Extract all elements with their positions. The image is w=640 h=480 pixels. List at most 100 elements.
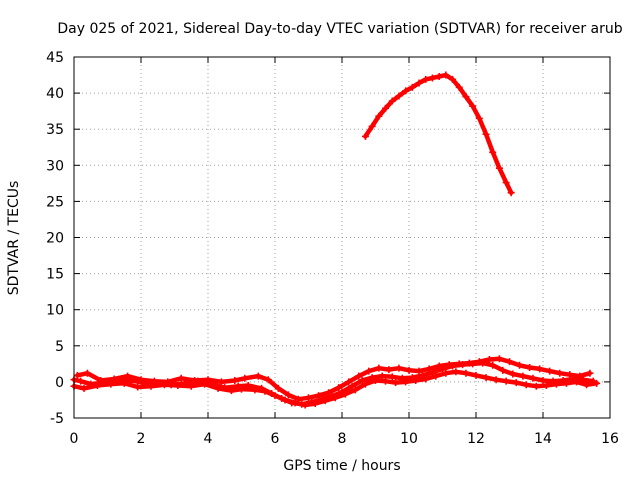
y-tick-label: 10 [46, 303, 64, 319]
data-point [489, 148, 497, 156]
data-point [495, 164, 503, 172]
data-point [291, 399, 299, 407]
data-point [562, 379, 570, 387]
data-point [177, 374, 185, 382]
plot-series [70, 71, 601, 409]
data-point [351, 386, 359, 394]
x-tick-label: 14 [534, 431, 552, 447]
data-point [532, 382, 540, 390]
data-point [361, 380, 369, 388]
data-point [395, 364, 403, 372]
x-tick-label: 8 [338, 431, 347, 447]
data-point [83, 369, 91, 377]
data-point [519, 372, 527, 380]
data-point [107, 380, 115, 388]
y-tick-labels: -5 0 5 10 15 20 25 30 35 40 45 [46, 50, 64, 427]
data-point [281, 396, 289, 404]
data-point [512, 379, 520, 387]
data-point [542, 382, 550, 390]
data-point [214, 384, 222, 392]
data-point [93, 382, 101, 390]
data-point [238, 385, 245, 393]
data-point [388, 373, 396, 381]
data-point [204, 376, 212, 384]
data-point [331, 394, 339, 402]
data-point [73, 371, 81, 379]
y-tick-label: 30 [46, 158, 64, 174]
data-point [522, 381, 530, 389]
data-point [499, 366, 507, 374]
data-point [455, 83, 463, 91]
y-tick-label: 40 [46, 86, 64, 102]
data-point [507, 189, 515, 197]
y-tick-label: 5 [55, 339, 64, 355]
data-point [231, 376, 239, 384]
data-point [452, 368, 460, 376]
x-tick-label: 10 [400, 431, 418, 447]
data-point [174, 382, 182, 390]
data-point [472, 371, 480, 379]
y-tick-label: 35 [46, 122, 64, 138]
series-4 [361, 71, 515, 197]
data-point [566, 371, 574, 379]
data-point [77, 377, 85, 385]
x-tick-label: 0 [70, 431, 79, 447]
data-point [462, 93, 470, 101]
data-point [509, 370, 517, 378]
data-point [465, 359, 473, 367]
grid-lines [74, 57, 610, 418]
y-axis-label: SDTVAR / TECUs [6, 181, 22, 296]
data-point [435, 362, 443, 370]
data-point [264, 376, 272, 384]
x-tick-label: 4 [204, 431, 213, 447]
data-point [573, 378, 580, 386]
data-point [516, 361, 524, 369]
series-3 [70, 368, 601, 409]
series-2 [73, 355, 594, 403]
data-point [546, 367, 554, 375]
data-point [442, 71, 450, 79]
data-point [375, 112, 383, 120]
data-point [412, 376, 420, 384]
x-tick-label: 16 [601, 431, 619, 447]
data-point [586, 369, 594, 377]
x-tick-label: 12 [467, 431, 485, 447]
data-point [455, 360, 463, 368]
data-point [191, 376, 199, 384]
data-point [358, 376, 366, 384]
data-point [415, 367, 423, 375]
data-point [335, 384, 343, 392]
data-point [227, 387, 235, 395]
data-point [475, 358, 483, 366]
data-point [382, 104, 390, 112]
data-point [492, 376, 500, 384]
data-point [402, 87, 410, 95]
data-point [80, 384, 88, 392]
data-point [583, 381, 591, 389]
data-point [428, 74, 436, 82]
data-point [261, 387, 269, 395]
y-tick-label: -5 [50, 411, 64, 427]
data-point [529, 374, 537, 382]
data-point [495, 355, 503, 363]
data-point [361, 132, 369, 140]
data-point [408, 83, 416, 91]
data-point [137, 376, 145, 384]
data-point [382, 377, 390, 385]
data-point [301, 401, 309, 409]
data-point [305, 394, 312, 402]
data-point [134, 383, 142, 391]
data-point [502, 377, 510, 385]
data-point [435, 72, 443, 80]
data-point [526, 363, 534, 371]
chart-title: Day 025 of 2021, Sidereal Day-to-day VTE… [57, 21, 622, 37]
data-point [475, 114, 483, 122]
y-tick-label: 25 [46, 194, 64, 210]
data-point [160, 381, 168, 389]
data-point [432, 372, 440, 380]
data-point [201, 380, 209, 388]
data-point [449, 75, 457, 83]
plot-frame [73, 56, 611, 419]
data-point [425, 365, 433, 373]
data-point [365, 367, 373, 375]
